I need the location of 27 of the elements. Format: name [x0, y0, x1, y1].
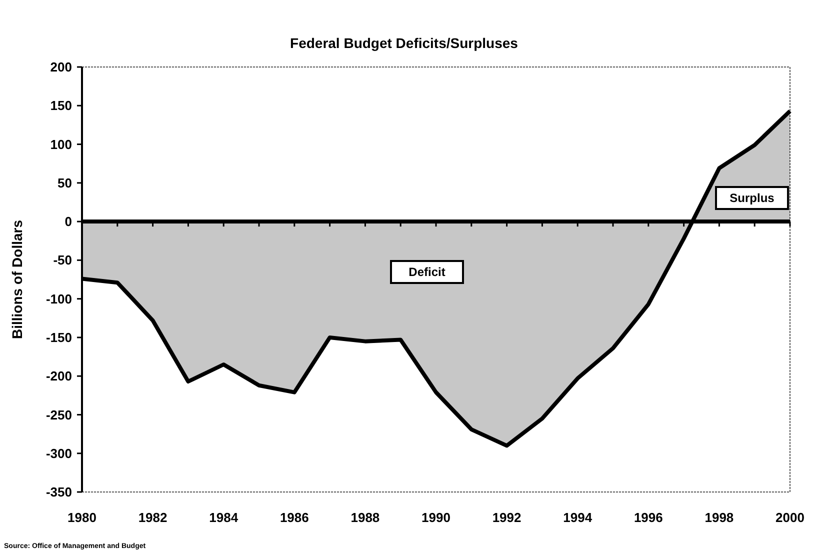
- x-tick-label: 1998: [704, 510, 734, 525]
- y-tick-label: -150: [46, 330, 72, 346]
- y-axis-title: Billions of Dollars: [9, 220, 25, 340]
- x-tick-label: 2000: [776, 510, 804, 525]
- y-tick-label: -350: [46, 484, 72, 500]
- y-tick-label: 200: [50, 60, 72, 75]
- y-tick-label: 50: [58, 175, 72, 190]
- annotation: Deficit: [408, 265, 446, 280]
- x-tick-label: 1988: [350, 510, 380, 525]
- x-tick-label: 1980: [68, 510, 96, 525]
- x-tick-label: 1992: [492, 510, 522, 525]
- y-tick-label: 0: [64, 214, 72, 230]
- x-tick-label: 1994: [563, 510, 593, 525]
- x-tick-label: 1986: [280, 510, 309, 525]
- x-tick-label: 1982: [138, 510, 168, 525]
- x-tick-label: 1984: [209, 510, 239, 525]
- y-tick-label: -100: [46, 291, 72, 306]
- chart-title: Federal Budget Deficits/Surpluses: [290, 35, 518, 51]
- y-tick-label: -250: [46, 407, 72, 422]
- annotation: Surplus: [730, 191, 775, 206]
- x-tick-label: 1996: [634, 510, 663, 525]
- y-tick-label: -200: [46, 368, 72, 384]
- y-tick-label: -300: [46, 446, 72, 461]
- x-tick-label: 1990: [422, 510, 450, 525]
- y-tick-label: 150: [50, 98, 72, 114]
- y-tick-label: 100: [50, 136, 72, 152]
- y-tick-label: -50: [53, 252, 72, 268]
